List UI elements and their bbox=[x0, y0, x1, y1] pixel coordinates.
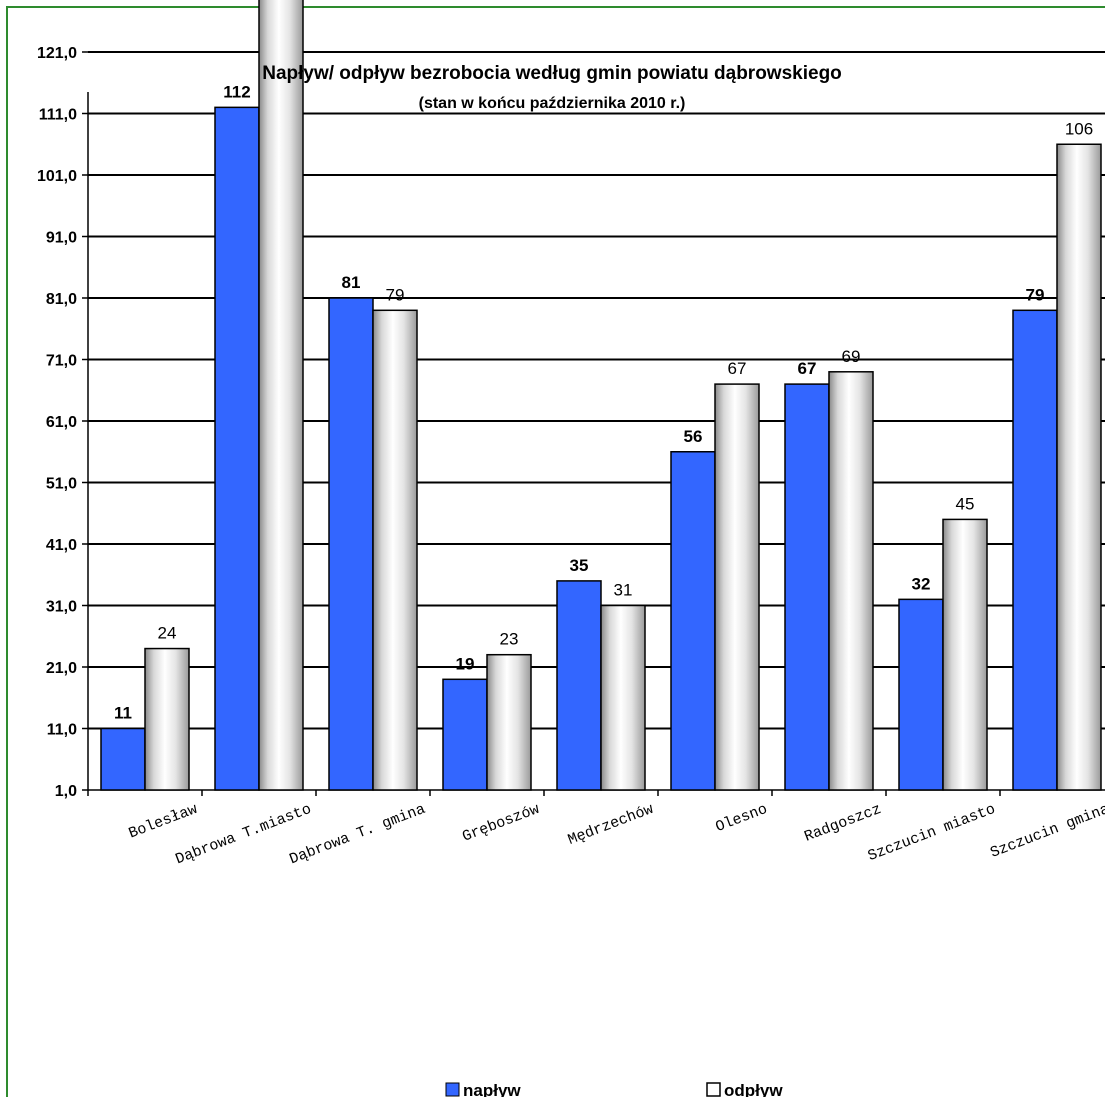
bar-napływ-bolesław bbox=[100, 727, 146, 791]
y-tick-label: 1,0 bbox=[55, 783, 77, 800]
y-tick-label: 61,0 bbox=[46, 414, 77, 431]
data-label-odpływ-gręboszów: 23 bbox=[500, 630, 519, 649]
x-tick-label-szczucin-miasto: Szczucin miasto bbox=[866, 801, 998, 865]
y-tick-label: 81,0 bbox=[46, 291, 77, 308]
bar-napływ-dąbrowa-t-miasto bbox=[214, 106, 260, 791]
bar-napływ-szczucin-miasto bbox=[898, 598, 944, 791]
y-tick-label: 51,0 bbox=[46, 476, 77, 493]
y-tick-labels: 1,0 11,0 21,0 31,0 41,0 51,0 61,0 71,0 81,0 91,0 1… bbox=[37, 0, 77, 800]
bars bbox=[100, 0, 1102, 791]
legend: napływ odpływ bbox=[445, 1081, 783, 1097]
bar-odpływ-gręboszów bbox=[486, 653, 532, 791]
legend-label-odpływ: odpływ bbox=[724, 1081, 783, 1097]
chart-frame bbox=[6, 6, 1105, 1097]
bar-odpływ-szczucin-miasto bbox=[942, 518, 988, 791]
chart-subtitle: (stan w końcu października 2010 r.) bbox=[419, 95, 686, 112]
bar-odpływ-mędrzechów bbox=[600, 604, 646, 791]
bar-odpływ-bolesław bbox=[144, 647, 190, 791]
y-tick-label: 91,0 bbox=[46, 230, 77, 247]
bar-napływ-mędrzechów bbox=[556, 580, 602, 791]
x-tick-label-olesno: Olesno bbox=[713, 801, 770, 836]
bar-odpływ-dąbrowa-t-gmina bbox=[372, 309, 418, 791]
x-tick-label-bolesław: Bolesław bbox=[126, 801, 199, 843]
data-labels: 112411213981791923353156676769324579106 bbox=[114, 82, 1093, 723]
y-tick-label: 41,0 bbox=[46, 537, 77, 554]
bar-odpływ-dąbrowa-t-miasto bbox=[258, 0, 304, 791]
data-label-napływ-dąbrowa-t-miasto: 112 bbox=[223, 82, 250, 101]
data-label-napływ-bolesław: 11 bbox=[114, 704, 132, 723]
data-label-odpływ-mędrzechów: 31 bbox=[614, 581, 633, 600]
y-tick-label: 121,0 bbox=[37, 45, 77, 62]
data-label-odpływ-dąbrowa-t-gmina: 79 bbox=[386, 285, 405, 304]
data-label-odpływ-radgoszcz: 69 bbox=[842, 347, 861, 366]
bar-napływ-olesno bbox=[670, 451, 716, 791]
y-tick-label: 71,0 bbox=[46, 353, 77, 370]
bar-napływ-radgoszcz bbox=[784, 383, 830, 791]
y-tick-label: 21,0 bbox=[46, 660, 77, 677]
y-tick-label: 11,0 bbox=[47, 722, 77, 739]
data-label-odpływ-szczucin-miasto: 45 bbox=[956, 494, 975, 513]
data-label-odpływ-olesno: 67 bbox=[728, 359, 747, 378]
legend-swatch-odpływ bbox=[706, 1082, 721, 1097]
chart-title: Napływ/ odpływ bezrobocia według gmin po… bbox=[262, 63, 842, 84]
bar-napływ-szczucin-gmina bbox=[1012, 309, 1058, 791]
data-label-odpływ-bolesław: 24 bbox=[158, 624, 177, 643]
y-tick-label: 131,0 bbox=[37, 0, 77, 1]
data-label-napływ-szczucin-gmina: 79 bbox=[1026, 285, 1045, 304]
bar-napływ-gręboszów bbox=[442, 678, 488, 791]
data-label-napływ-radgoszcz: 67 bbox=[798, 359, 817, 378]
bar-odpływ-radgoszcz bbox=[828, 371, 874, 791]
y-tick-label: 101,0 bbox=[37, 168, 77, 185]
data-label-odpływ-szczucin-gmina: 106 bbox=[1065, 119, 1093, 138]
data-label-napływ-olesno: 56 bbox=[684, 427, 703, 446]
data-label-napływ-gręboszów: 19 bbox=[456, 654, 475, 673]
data-label-napływ-szczucin-miasto: 32 bbox=[912, 574, 931, 593]
x-tick-label-gręboszów: Gręboszów bbox=[460, 801, 542, 846]
x-tick-label-szczucin-gmina: Szczucin gmina bbox=[988, 801, 1105, 862]
bar-napływ-dąbrowa-t-gmina bbox=[328, 297, 374, 791]
bar-odpływ-olesno bbox=[714, 383, 760, 791]
legend-swatch-napływ bbox=[445, 1082, 460, 1097]
legend-label-napływ: napływ bbox=[463, 1081, 521, 1097]
data-label-napływ-dąbrowa-t-gmina: 81 bbox=[342, 273, 361, 292]
y-tick-label: 111,0 bbox=[39, 107, 77, 124]
y-tick-label: 31,0 bbox=[46, 599, 77, 616]
x-tick-label-mędrzechów: Mędrzechów bbox=[566, 801, 656, 849]
bar-odpływ-szczucin-gmina bbox=[1056, 143, 1102, 791]
x-tick-label-radgoszcz: Radgoszcz bbox=[802, 801, 884, 846]
data-label-napływ-mędrzechów: 35 bbox=[570, 556, 589, 575]
